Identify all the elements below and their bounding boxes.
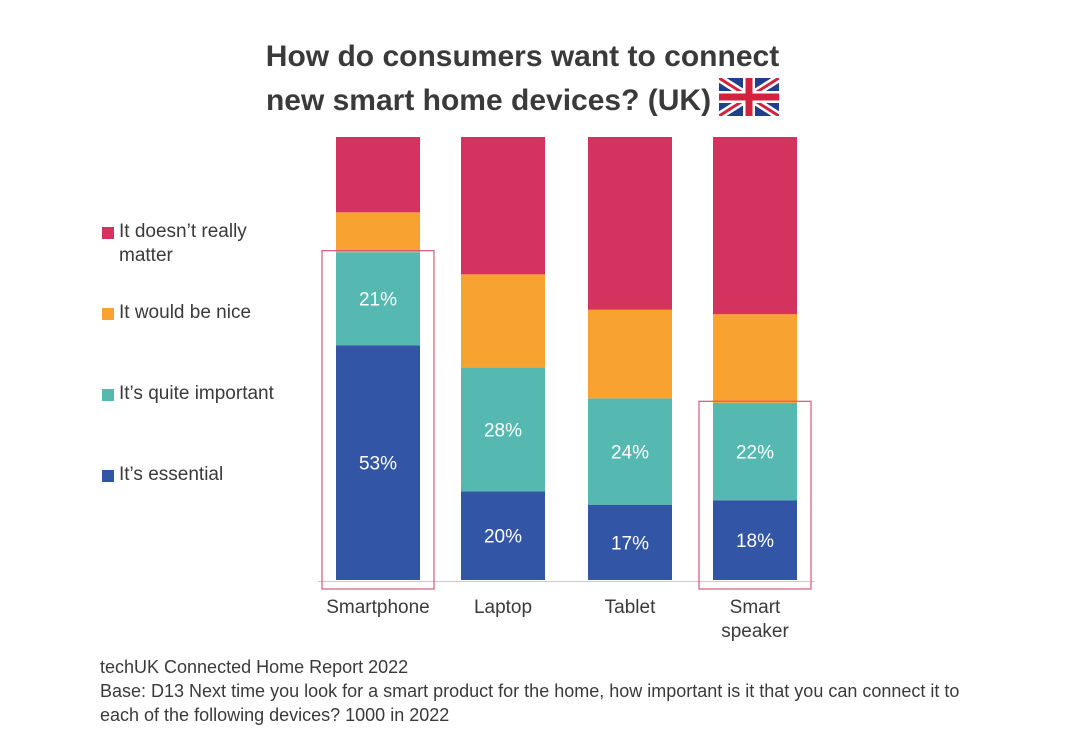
bar-segment — [461, 274, 545, 368]
data-label: 18% — [736, 531, 774, 552]
legend-label: It’s essential — [119, 464, 224, 485]
bar-segment — [336, 345, 420, 580]
bar-segment — [461, 137, 545, 275]
category-label: Laptop — [474, 597, 532, 618]
legend-swatch — [102, 227, 114, 239]
category-label: Smart speaker — [721, 597, 789, 642]
stacked-bar-chart: 53% 21% 20% 28% 17% 24% 18% 22% Smartphone Laptop… — [318, 137, 815, 642]
legend-item: It’s quite important — [102, 382, 302, 406]
bar-segment — [336, 212, 420, 253]
bar-segment — [336, 252, 420, 346]
legend-item: It would be nice — [102, 301, 302, 325]
category-label-line: speaker — [721, 621, 789, 642]
legend-label: It would be nice — [119, 302, 252, 323]
bar-segment — [588, 309, 672, 399]
legend-item: It’s essential — [102, 463, 302, 487]
data-label: 28% — [484, 420, 522, 441]
legend-label: It’s quite important — [119, 383, 274, 404]
highlight-box — [698, 400, 812, 590]
source-note: techUK Connected Home Report 2022 Base: … — [100, 655, 980, 727]
category-label-line: Smart — [730, 597, 781, 618]
legend-label: It doesn’t really matter — [119, 221, 247, 266]
source-line-1: techUK Connected Home Report 2022 — [100, 657, 409, 677]
category-label: Tablet — [605, 597, 656, 618]
chart-title-line-2-text: new smart home devices? (UK) — [265, 84, 712, 117]
bar-segment — [588, 398, 672, 505]
data-label: 22% — [736, 443, 774, 464]
bar-segment — [713, 137, 797, 315]
chart-title: How do consumers want to connect new sma… — [0, 36, 1045, 122]
data-label: 20% — [484, 527, 522, 548]
bar-segment — [713, 314, 797, 403]
bar-segment — [336, 137, 420, 213]
legend-swatch — [102, 470, 114, 482]
bar-segment — [461, 367, 545, 492]
data-label: 24% — [611, 443, 649, 464]
bar-segment — [588, 504, 672, 580]
source-line-2: Base: D13 Next time you look for a smart… — [100, 681, 960, 725]
legend-swatch — [102, 389, 114, 401]
legend-item: It doesn’t really matter — [102, 220, 302, 268]
uk-flag-icon — [719, 78, 780, 116]
chart-title-line-1: How do consumers want to connect — [265, 40, 780, 73]
chart-title-line-2: new smart home devices? (UK) — [0, 78, 1045, 122]
data-label: 53% — [359, 454, 397, 475]
bar-segment — [461, 491, 545, 580]
legend-swatch — [102, 308, 114, 320]
bar-segment — [588, 137, 672, 310]
data-label: 17% — [611, 533, 649, 554]
category-label: Smartphone — [326, 597, 430, 618]
highlight-box — [321, 250, 435, 590]
bar-segment — [713, 402, 797, 501]
data-label: 21% — [359, 290, 397, 311]
bar-segment — [713, 500, 797, 580]
